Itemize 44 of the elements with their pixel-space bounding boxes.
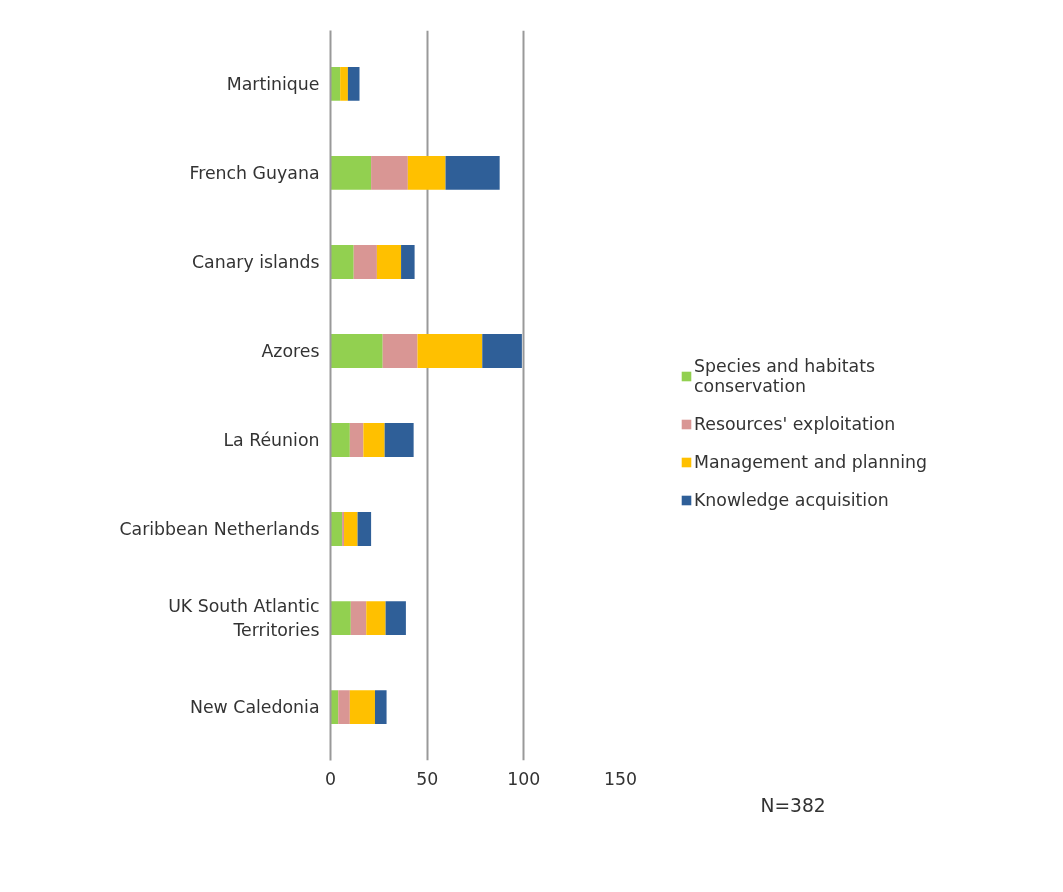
bar (482, 334, 522, 368)
x-tick-label: 50 (416, 768, 439, 789)
bar (344, 512, 358, 546)
bar (371, 156, 408, 190)
bar (363, 423, 385, 457)
bar (347, 67, 360, 101)
y-tick-label: French Guyana (189, 162, 320, 183)
bar (330, 156, 372, 190)
y-tick-label: Canary islands (192, 251, 320, 272)
bar (385, 601, 406, 635)
bar (330, 423, 350, 457)
y-tick-label: Martinique (226, 73, 320, 94)
bar (384, 423, 414, 457)
y-tick-label: New Caledonia (189, 697, 320, 718)
legend-label: Species and habitats conservation (694, 356, 875, 396)
bar (350, 601, 367, 635)
bar (340, 67, 348, 101)
y-tick-label: La Réunion (223, 430, 320, 451)
y-tick-label: Caribbean Netherlands (119, 519, 320, 540)
bar (401, 245, 415, 279)
bar (338, 690, 350, 724)
bar (374, 690, 387, 724)
legend-label: Knowledge acquisition (694, 490, 889, 510)
bar (349, 690, 375, 724)
text: N=382 (760, 794, 826, 816)
bar (445, 156, 500, 190)
bar (349, 423, 364, 457)
bar (407, 156, 446, 190)
bar (376, 245, 402, 279)
legend-label: Resources' exploitation (694, 414, 896, 434)
y-tick-label: UK South Atlantic Territories (168, 596, 320, 641)
y-tick-label: Azores (261, 340, 320, 361)
bar (330, 334, 383, 368)
x-tick-label: 0 (324, 768, 337, 789)
legend-label: Management and planning (694, 452, 927, 472)
bar (417, 334, 483, 368)
bar (366, 601, 386, 635)
bar (330, 601, 351, 635)
x-tick-label: 100 (507, 768, 541, 789)
bar (353, 245, 377, 279)
bar (330, 245, 354, 279)
bar (382, 334, 418, 368)
bar (357, 512, 372, 546)
x-tick-label: 150 (603, 768, 638, 789)
